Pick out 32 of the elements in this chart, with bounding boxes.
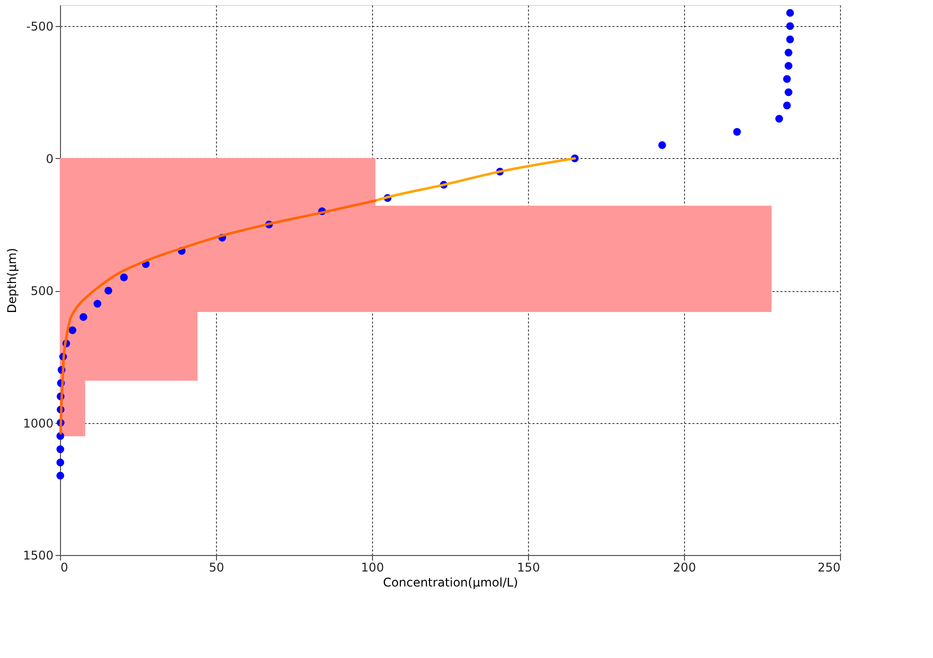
x-axis-title: Concentration(μmol/L) [383,576,518,590]
point [56,445,64,454]
point [784,88,792,96]
point [104,286,112,294]
point [786,22,794,30]
x-tick-label: 250 [818,560,840,574]
point [784,62,792,70]
point [783,102,791,110]
point [56,472,64,480]
point [120,273,128,282]
x-tick-label: 0 [60,560,68,574]
point [786,36,794,44]
point [94,300,102,308]
x-tick-label: 100 [361,560,384,574]
x-tick-label: 50 [208,560,224,574]
point [783,75,791,83]
point [80,313,88,321]
y-tick-label: 1500 [22,548,54,562]
y-tick-label: -500 [26,20,54,34]
x-tick-label: 150 [517,560,540,574]
point [784,48,792,56]
point [733,128,741,136]
x-tick-label: 200 [673,560,696,574]
y-tick-label: 0 [46,152,54,166]
y-tick-label: 500 [30,284,54,298]
y-axis-title: Depth(μm) [4,248,19,314]
point [56,458,64,466]
y-tick-label: 1000 [22,416,54,430]
point [775,114,784,123]
point [786,9,794,17]
point [658,141,666,150]
point [68,326,76,334]
